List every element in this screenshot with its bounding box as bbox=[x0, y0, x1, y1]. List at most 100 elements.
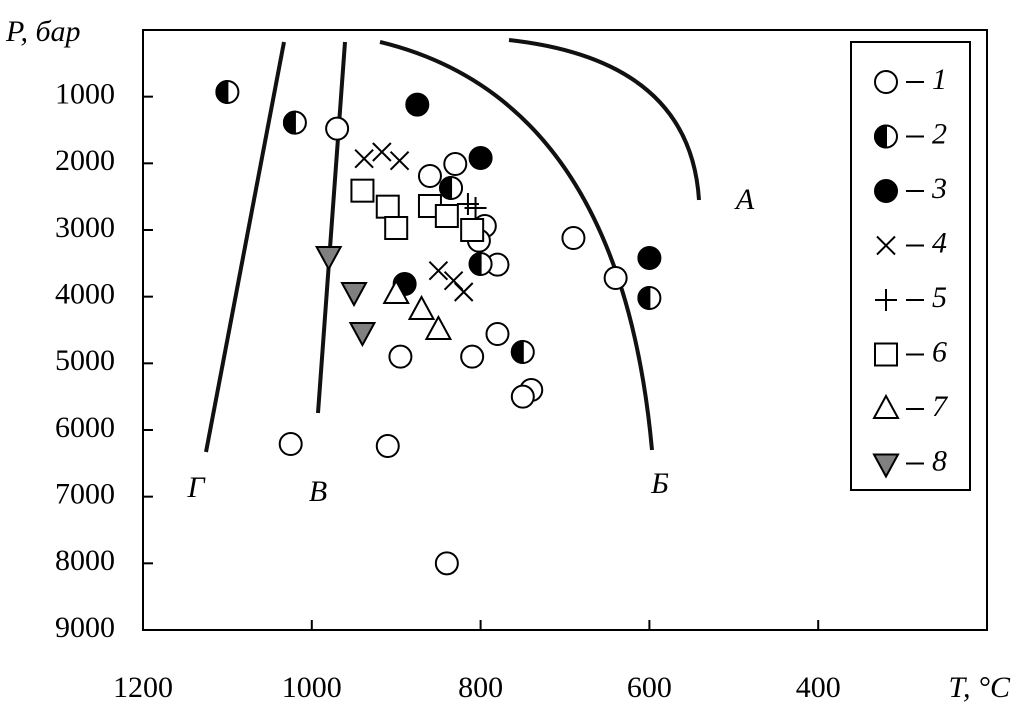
x-tick-label: 800 bbox=[458, 671, 503, 704]
marker-part bbox=[340, 282, 368, 308]
marker-part bbox=[460, 344, 485, 369]
point bbox=[874, 342, 898, 367]
point bbox=[510, 384, 535, 409]
marker-part bbox=[428, 260, 449, 281]
marker-part bbox=[603, 266, 628, 290]
marker-part bbox=[283, 110, 296, 135]
legend-label: 3 bbox=[931, 172, 947, 205]
point bbox=[874, 124, 898, 149]
point bbox=[872, 453, 900, 479]
y-tick-label: 1000 bbox=[55, 78, 115, 111]
marker-part bbox=[464, 197, 487, 219]
point bbox=[340, 282, 368, 308]
point bbox=[468, 251, 493, 277]
marker-part bbox=[405, 92, 430, 117]
legend-label: 2 bbox=[932, 117, 947, 150]
point bbox=[350, 178, 375, 203]
marker-part bbox=[417, 164, 442, 188]
marker-part bbox=[350, 178, 375, 203]
y-tick-label: 5000 bbox=[55, 344, 115, 377]
point bbox=[876, 235, 896, 256]
boundary-curves bbox=[204, 38, 701, 453]
legend-label: 1 bbox=[932, 63, 947, 96]
point bbox=[460, 218, 485, 242]
marker-part bbox=[407, 294, 436, 320]
marker-part bbox=[354, 148, 374, 169]
point bbox=[215, 79, 240, 105]
marker-part bbox=[348, 322, 377, 348]
point bbox=[875, 289, 897, 311]
marker-part bbox=[325, 116, 350, 141]
curve-g bbox=[204, 41, 286, 453]
point bbox=[510, 339, 535, 365]
marker-part bbox=[215, 79, 229, 105]
x-tick-label: 1000 bbox=[282, 671, 342, 704]
point bbox=[874, 179, 898, 203]
marker-part bbox=[874, 124, 887, 149]
point bbox=[464, 197, 487, 219]
y-tick-label: 6000 bbox=[55, 411, 115, 444]
legend-label: 8 bbox=[932, 444, 947, 477]
point bbox=[405, 92, 430, 117]
point bbox=[354, 148, 374, 169]
curve-label: В bbox=[309, 475, 327, 508]
curve-label: Г bbox=[186, 471, 206, 504]
point bbox=[382, 278, 410, 304]
marker-part bbox=[872, 453, 900, 479]
marker-part bbox=[372, 142, 392, 162]
curve-a bbox=[508, 38, 701, 201]
marker-part bbox=[382, 278, 410, 304]
curve-label: Б bbox=[650, 467, 669, 500]
x-tick-label: 600 bbox=[627, 671, 672, 704]
point bbox=[454, 282, 474, 302]
point bbox=[407, 294, 436, 320]
marker-part bbox=[468, 146, 493, 170]
marker-part bbox=[875, 289, 897, 311]
point bbox=[314, 246, 343, 272]
point bbox=[417, 164, 442, 188]
marker-part bbox=[384, 216, 409, 240]
marker-part bbox=[485, 322, 510, 346]
marker-part bbox=[375, 194, 400, 219]
marker-part bbox=[424, 314, 453, 340]
marker-part bbox=[510, 339, 524, 365]
legend-label: 6 bbox=[932, 335, 947, 368]
point bbox=[372, 142, 392, 162]
point bbox=[637, 246, 662, 270]
marker-part bbox=[460, 218, 485, 242]
marker-part bbox=[278, 432, 303, 456]
point bbox=[388, 344, 413, 369]
point bbox=[389, 150, 410, 171]
marker-part bbox=[872, 393, 900, 419]
curve-label: А bbox=[734, 183, 755, 216]
point bbox=[874, 70, 898, 94]
marker-part bbox=[314, 246, 343, 272]
y-tick-label: 9000 bbox=[55, 611, 115, 644]
x-axis-label: T, °C bbox=[949, 671, 1011, 704]
marker-part bbox=[454, 282, 474, 302]
y-tick-label: 3000 bbox=[55, 211, 115, 244]
curve-v bbox=[316, 41, 347, 414]
y-tick-label: 7000 bbox=[55, 478, 115, 511]
marker-part bbox=[443, 152, 468, 176]
point bbox=[637, 285, 662, 311]
x-tick-label: 400 bbox=[796, 671, 841, 704]
legend-label: 4 bbox=[932, 226, 947, 259]
marker-part bbox=[468, 251, 482, 277]
marker-part bbox=[876, 235, 896, 256]
legend-label: 7 bbox=[932, 390, 949, 423]
point bbox=[375, 434, 400, 458]
marker-part bbox=[561, 226, 586, 250]
point bbox=[282, 110, 307, 135]
point bbox=[603, 266, 628, 290]
marker-part bbox=[874, 70, 898, 94]
marker-part bbox=[637, 246, 662, 270]
point bbox=[278, 432, 303, 456]
x-tick-label: 1200 bbox=[113, 671, 173, 704]
y-axis-label: P, бар bbox=[5, 15, 81, 48]
point bbox=[348, 322, 377, 348]
marker-part bbox=[389, 150, 410, 171]
point bbox=[485, 322, 510, 346]
point bbox=[434, 551, 459, 576]
